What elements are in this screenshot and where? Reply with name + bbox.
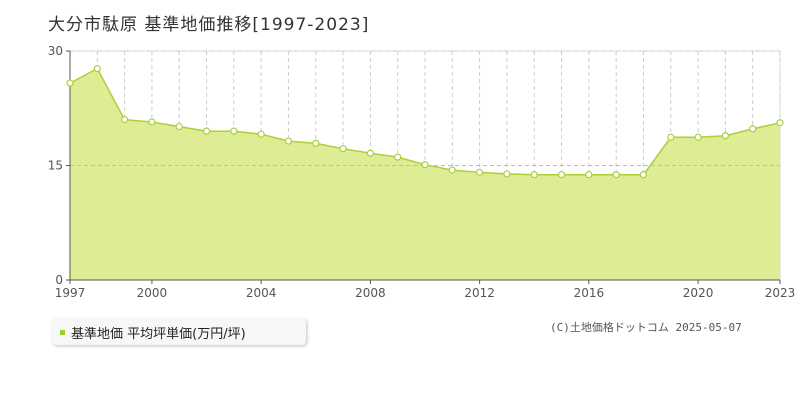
- data-point: [230, 127, 238, 135]
- x-tick-label: 2012: [464, 286, 495, 300]
- data-point: [202, 127, 211, 135]
- data-point: [721, 132, 729, 140]
- x-tick-label: 2000: [137, 286, 168, 300]
- x-tick-label: 2023: [765, 286, 796, 300]
- data-point: [503, 170, 511, 178]
- data-point: [557, 171, 566, 179]
- data-point: [694, 133, 702, 141]
- data-point: [530, 171, 538, 179]
- y-tick-label: 30: [48, 44, 63, 58]
- data-point: [476, 168, 484, 176]
- x-tick-label: 2016: [574, 286, 605, 300]
- data-point: [121, 116, 129, 124]
- y-tick-label: 0: [55, 273, 63, 287]
- data-point: [639, 171, 648, 179]
- data-point: [257, 130, 265, 138]
- data-point: [312, 139, 320, 147]
- legend-label: 基準地価 平均坪単価(万円/坪): [71, 326, 246, 342]
- data-point: [284, 137, 293, 145]
- data-point: [394, 153, 402, 161]
- x-tick-label: 2008: [355, 286, 386, 300]
- data-point: [448, 166, 456, 174]
- copyright: (C)土地価格ドットコム 2025-05-07: [550, 321, 742, 334]
- data-point: [421, 161, 429, 169]
- data-point: [66, 79, 74, 87]
- data-point: [93, 64, 101, 73]
- data-point: [148, 118, 156, 126]
- x-tick-labels: 1997 2000 2004 2008 2012 2016 2020 2023: [55, 286, 796, 300]
- data-point: [585, 171, 593, 179]
- y-tick-labels: 0 15 30: [48, 44, 63, 287]
- data-points: [66, 64, 784, 179]
- chart-title: 大分市駄原 基準地価推移[1997-2023]: [48, 15, 370, 35]
- x-tick-label: 2004: [246, 286, 277, 300]
- x-tick-label: 2020: [683, 286, 714, 300]
- area-fill: [70, 68, 780, 280]
- data-point: [612, 171, 620, 179]
- x-tick-label: 1997: [55, 286, 86, 300]
- legend: 基準地価 平均坪単価(万円/坪): [52, 319, 306, 345]
- data-point: [339, 145, 347, 153]
- data-point: [749, 125, 757, 133]
- data-point: [776, 119, 784, 127]
- data-point: [175, 122, 183, 131]
- data-point: [667, 133, 675, 141]
- legend-marker: [60, 329, 65, 335]
- y-tick-label: 15: [48, 159, 63, 173]
- axes: [66, 50, 781, 284]
- data-point: [366, 149, 374, 157]
